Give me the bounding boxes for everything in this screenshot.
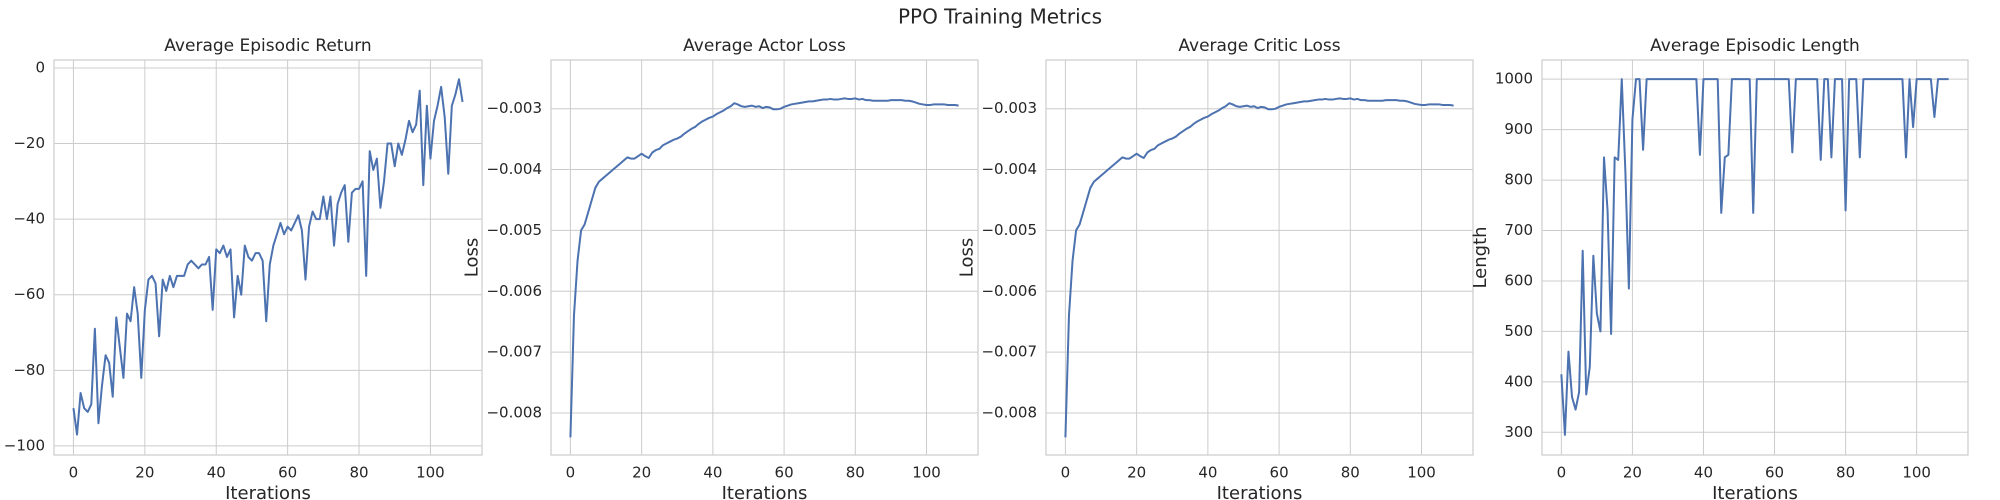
data-line [569,97,959,438]
data-line [72,78,464,436]
x-tick-label: 40 [1198,464,1217,482]
axes-title: Average Episodic Return [164,36,371,56]
x-tick-label: 40 [207,464,226,482]
y-tick-label: −0.004 [981,160,1037,178]
axes-title: Average Episodic Length [1650,36,1860,56]
data-line [1560,78,1949,436]
y-tick-label: −60 [13,285,45,303]
y-tick-label: −0.006 [486,282,542,300]
y-tick-label: −0.006 [981,282,1037,300]
y-tick-label: −0.007 [981,343,1037,361]
x-tick-label: 100 [1407,464,1436,482]
axes-background [1046,60,1473,455]
y-tick-label: −40 [13,210,45,228]
x-tick-label: 80 [846,464,865,482]
x-tick-label: 0 [69,464,79,482]
y-tick-label: −100 [4,436,45,454]
x-tick-label: 80 [349,464,368,482]
x-tick-label: 40 [1694,464,1713,482]
y-tick-label: −0.005 [486,221,542,239]
x-tick-label: 0 [566,464,576,482]
y-tick-label: 700 [1504,221,1533,239]
y-tick-label: −0.003 [486,99,542,117]
y-tick-label: 900 [1504,120,1533,138]
figure-title: PPO Training Metrics [898,5,1102,29]
y-tick-label: 600 [1504,271,1533,289]
y-tick-label: 300 [1504,423,1533,441]
x-tick-label: 60 [1765,464,1784,482]
axes-background [54,60,482,455]
x-axis-label: Iterations [225,483,311,500]
axes-frame [53,59,483,456]
x-tick-label: 100 [416,464,445,482]
x-tick-label: 0 [1061,464,1071,482]
y-tick-label: −0.008 [981,404,1037,422]
x-tick-label: 0 [1557,464,1567,482]
y-tick-label: 0 [35,58,45,76]
y-tick-label: 400 [1504,372,1533,390]
y-tick-label: −0.003 [981,99,1037,117]
y-tick-label: 500 [1504,322,1533,340]
y-tick-label: 800 [1504,171,1533,189]
x-tick-label: 20 [1127,464,1146,482]
x-tick-label: 60 [1270,464,1289,482]
axes-title: Average Critic Loss [1178,36,1340,56]
x-tick-label: 100 [912,464,941,482]
x-tick-label: 80 [1836,464,1855,482]
x-tick-label: 60 [278,464,297,482]
axes-background [551,60,978,455]
x-axis-label: Iterations [1712,483,1798,500]
y-axis-label: Loss [461,238,482,277]
x-tick-label: 40 [703,464,722,482]
y-tick-label: −0.007 [486,343,542,361]
y-tick-label: −80 [13,361,45,379]
x-tick-label: 100 [1902,464,1931,482]
y-tick-label: −0.004 [486,160,542,178]
x-tick-label: 80 [1341,464,1360,482]
x-tick-label: 20 [632,464,651,482]
y-axis-label: Length [1470,226,1491,288]
x-tick-label: 20 [1623,464,1642,482]
x-axis-label: Iterations [1217,483,1303,500]
axes-title: Average Actor Loss [683,36,846,56]
axes-frame [1045,59,1474,456]
x-tick-label: 60 [775,464,794,482]
x-tick-label: 20 [135,464,154,482]
data-line [1064,97,1454,438]
axes-frame [1541,59,1969,456]
y-axis-label: Loss [956,238,977,277]
x-axis-label: Iterations [722,483,808,500]
axes-frame [550,59,979,456]
y-tick-label: −20 [13,134,45,152]
y-tick-label: −0.005 [981,221,1037,239]
y-tick-label: 1000 [1495,70,1533,88]
y-tick-label: −0.008 [486,404,542,422]
